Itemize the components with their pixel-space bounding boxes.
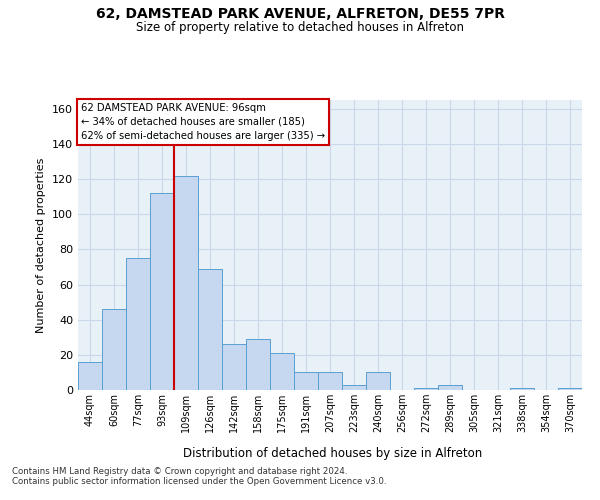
Bar [150, 193, 174, 390]
Text: Size of property relative to detached houses in Alfreton: Size of property relative to detached ho… [136, 21, 464, 34]
Bar [222, 344, 246, 390]
Text: 62, DAMSTEAD PARK AVENUE, ALFRETON, DE55 7PR: 62, DAMSTEAD PARK AVENUE, ALFRETON, DE55… [95, 8, 505, 22]
Bar [198, 268, 222, 390]
Bar [318, 372, 342, 390]
Text: Contains public sector information licensed under the Open Government Licence v3: Contains public sector information licen… [12, 477, 386, 486]
Bar [414, 388, 438, 390]
Text: Contains HM Land Registry data © Crown copyright and database right 2024.: Contains HM Land Registry data © Crown c… [12, 467, 347, 476]
Bar [558, 388, 582, 390]
Bar [270, 353, 294, 390]
Bar [126, 258, 150, 390]
Bar [78, 362, 102, 390]
Bar [438, 384, 462, 390]
Bar [246, 339, 270, 390]
Text: 62 DAMSTEAD PARK AVENUE: 96sqm
← 34% of detached houses are smaller (185)
62% of: 62 DAMSTEAD PARK AVENUE: 96sqm ← 34% of … [80, 103, 325, 141]
Bar [366, 372, 390, 390]
Bar [342, 384, 366, 390]
Bar [510, 388, 534, 390]
Bar [102, 309, 126, 390]
Text: Distribution of detached houses by size in Alfreton: Distribution of detached houses by size … [184, 448, 482, 460]
Bar [174, 176, 198, 390]
Bar [294, 372, 318, 390]
Y-axis label: Number of detached properties: Number of detached properties [37, 158, 46, 332]
